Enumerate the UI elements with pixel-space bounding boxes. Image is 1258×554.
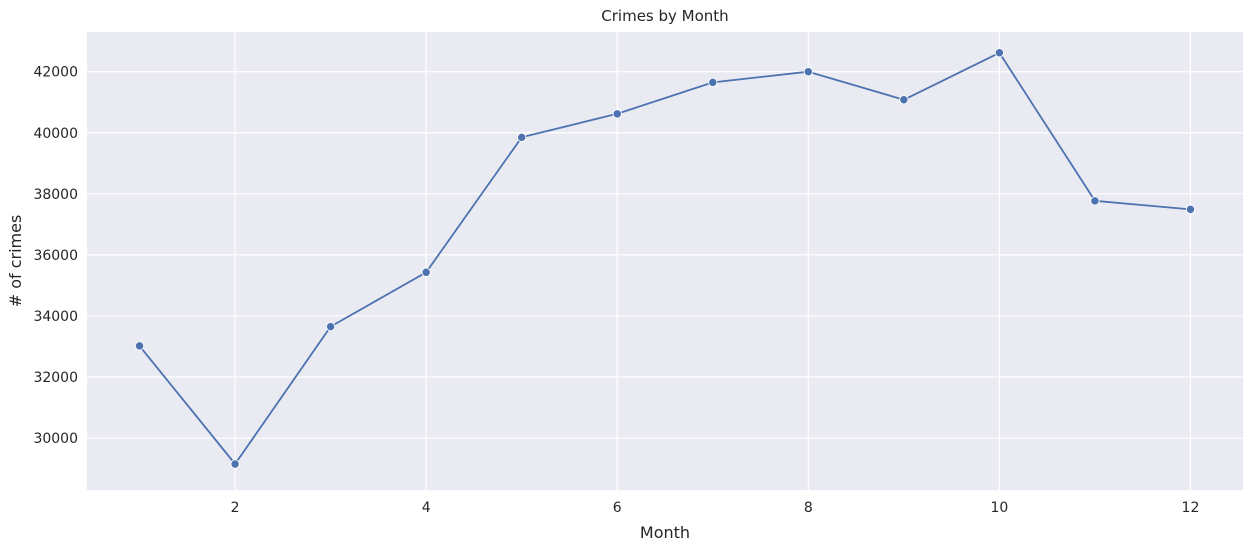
data-point [899, 95, 909, 105]
series-line [138, 51, 1191, 465]
data-point [994, 48, 1005, 58]
data-point [1185, 204, 1196, 215]
y-tick-label: 40000 [33, 126, 78, 142]
y-tick-label: 42000 [33, 65, 78, 81]
data-point [803, 67, 813, 77]
data-point [708, 77, 718, 88]
x-axis-title: Month [640, 523, 690, 542]
x-tick-label: 4 [422, 500, 431, 516]
data-point [1090, 196, 1100, 206]
x-tick-label: 6 [613, 500, 622, 516]
series-layer [134, 48, 1196, 469]
y-axis-title: # of crimes [6, 215, 25, 308]
data-point [421, 267, 431, 277]
grid-lines [87, 32, 1243, 490]
plot-area [87, 32, 1243, 490]
tick-labels: 2 4 6 8 10 12 30000 32000 34000 36000 38000 40000 42… [33, 65, 1199, 516]
x-tick-label: 12 [1182, 500, 1200, 516]
y-tick-label: 30000 [33, 431, 78, 447]
data-point [612, 109, 622, 119]
y-tick-label: 32000 [33, 370, 78, 386]
data-point [517, 132, 527, 142]
data-point [134, 341, 145, 351]
x-tick-label: 8 [804, 500, 813, 516]
y-tick-label: 34000 [33, 309, 78, 325]
x-tick-label: 2 [231, 500, 240, 516]
data-point [230, 459, 240, 469]
y-tick-label: 38000 [33, 187, 78, 203]
y-tick-label: 36000 [33, 248, 78, 264]
chart-title: Crimes by Month [601, 7, 728, 25]
data-point [325, 321, 336, 332]
x-tick-label: 10 [990, 500, 1008, 516]
